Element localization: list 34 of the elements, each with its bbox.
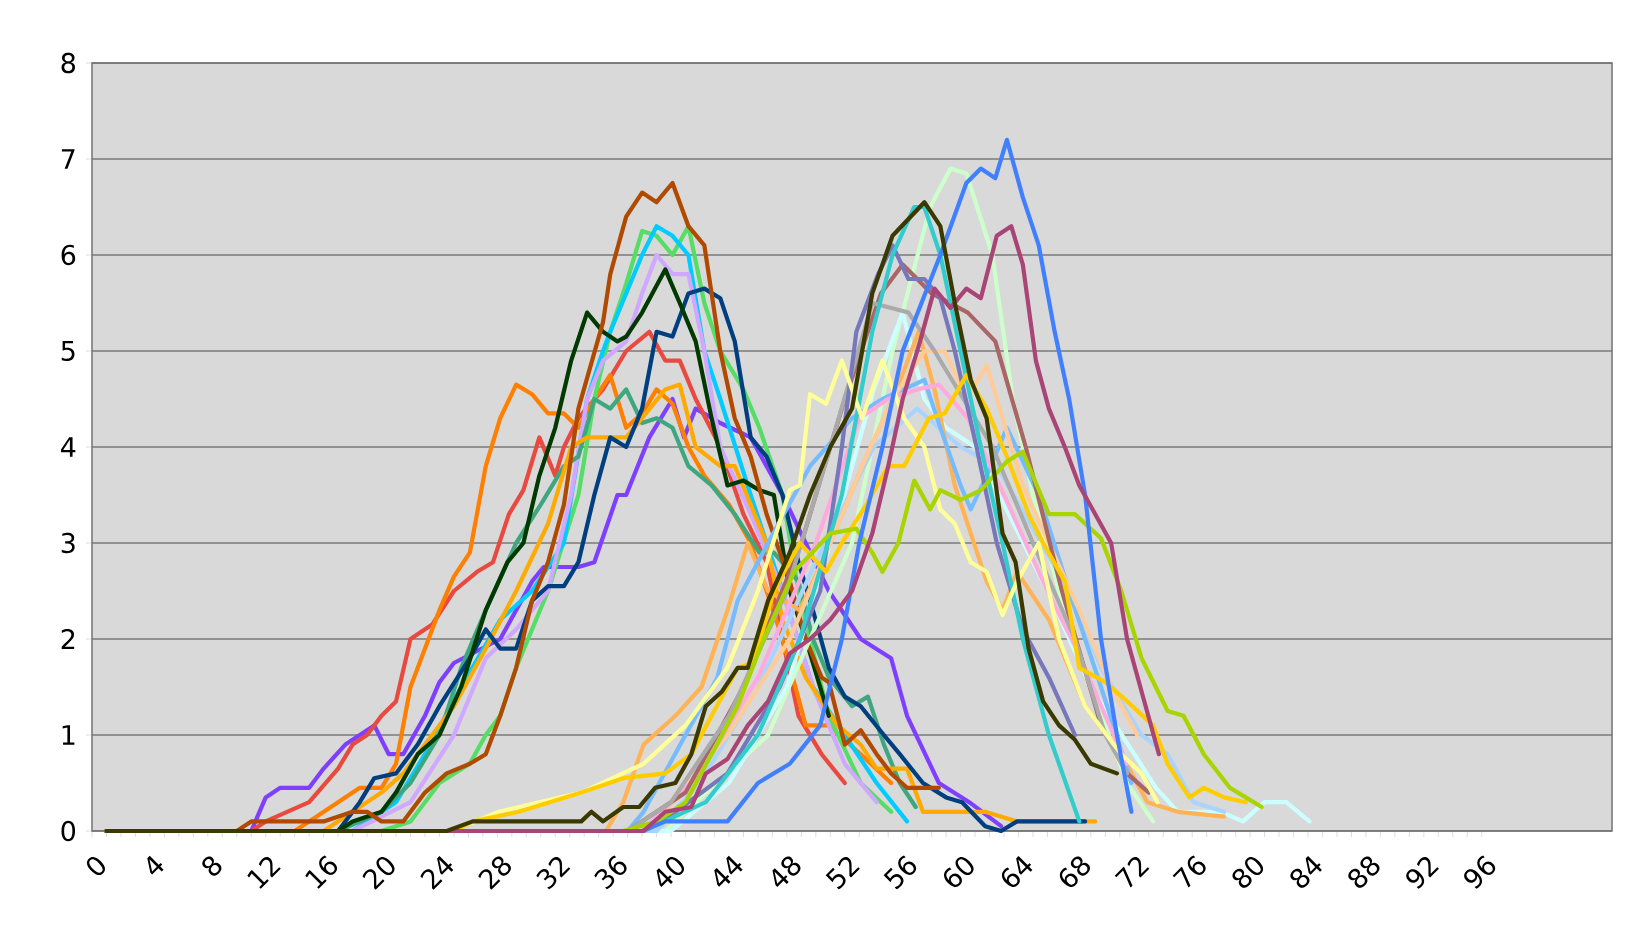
y-tick-label: 5 — [61, 341, 75, 361]
y-tick-label: 4 — [61, 437, 76, 457]
x-tick-label: 0 — [86, 857, 105, 876]
x-tick-label: 16 — [305, 855, 338, 889]
x-tick-label: 56 — [883, 855, 917, 890]
x-tick-label: 12 — [247, 857, 281, 889]
x-tick-label: 8 — [202, 856, 222, 876]
x-tick-label: 36 — [594, 855, 627, 890]
x-tick-label: 52 — [825, 857, 860, 890]
x-tick-label: 60 — [944, 857, 974, 888]
y-tick-label: 7 — [61, 149, 75, 169]
x-tick-label: 20 — [362, 857, 395, 890]
x-tick-label: 64 — [1001, 856, 1033, 888]
x-tick-label: 76 — [1172, 855, 1206, 888]
y-tick-label: 1 — [62, 725, 75, 745]
x-tick-label: 28 — [478, 856, 511, 890]
x-tick-label: 48 — [772, 856, 801, 887]
y-tick-label: 2 — [61, 629, 75, 649]
x-tick-label: 88 — [1348, 856, 1380, 888]
x-tick-label: 44 — [714, 855, 743, 887]
y-tick-label: 0 — [61, 820, 76, 842]
x-tick-label: 24 — [420, 856, 454, 890]
x-tick-label: 4 — [147, 855, 164, 875]
x-tick-label: 32 — [536, 857, 571, 890]
x-tick-label: 92 — [1406, 857, 1439, 889]
x-tick-label: 96 — [1464, 855, 1496, 889]
y-tick-label: 3 — [61, 532, 75, 554]
x-tick-label: 68 — [1059, 856, 1091, 888]
y-tick-label: 6 — [61, 244, 76, 266]
x-tick-label: 40 — [656, 857, 685, 887]
x-tick-label: 80 — [1232, 857, 1264, 888]
y-tick-label: 8 — [61, 52, 75, 74]
x-tick-label: 72 — [1114, 857, 1150, 888]
x-tick-label: 84 — [1290, 856, 1322, 888]
